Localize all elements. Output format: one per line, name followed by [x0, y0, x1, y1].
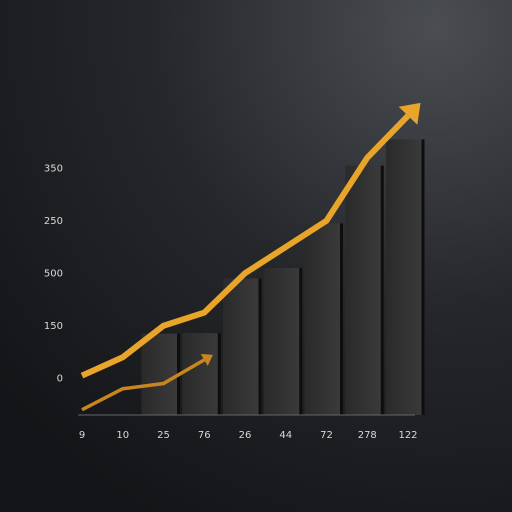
x-tick-label: 44	[279, 430, 292, 441]
bar	[182, 333, 221, 415]
bar	[386, 139, 424, 415]
line	[80, 113, 411, 379]
bar	[223, 278, 261, 415]
y-tick-label: 350	[44, 163, 63, 174]
x-tick-label: 72	[320, 430, 333, 441]
x-tick-label: 122	[398, 430, 417, 441]
x-tick-label: 10	[116, 430, 129, 441]
plot: 0 150 500 250 350 9 10 25 76 26 44 72 278 122	[44, 102, 425, 441]
x-tick-label: 26	[239, 430, 252, 441]
arrow-head	[200, 353, 213, 366]
arrow-head	[398, 102, 421, 125]
bar	[141, 333, 180, 415]
x-tick-label: 25	[157, 430, 170, 441]
y-tick-label: 0	[57, 373, 63, 384]
y-tick-label: 250	[44, 216, 63, 227]
y-tick-label: 150	[44, 321, 63, 332]
line	[81, 358, 206, 412]
x-tick-label: 9	[79, 430, 85, 441]
x-tick-label: 278	[358, 430, 377, 441]
y-tick-label: 500	[44, 268, 63, 279]
bar	[263, 268, 302, 415]
bar	[345, 165, 384, 415]
x-tick-label: 76	[198, 430, 211, 441]
bar	[304, 223, 343, 415]
